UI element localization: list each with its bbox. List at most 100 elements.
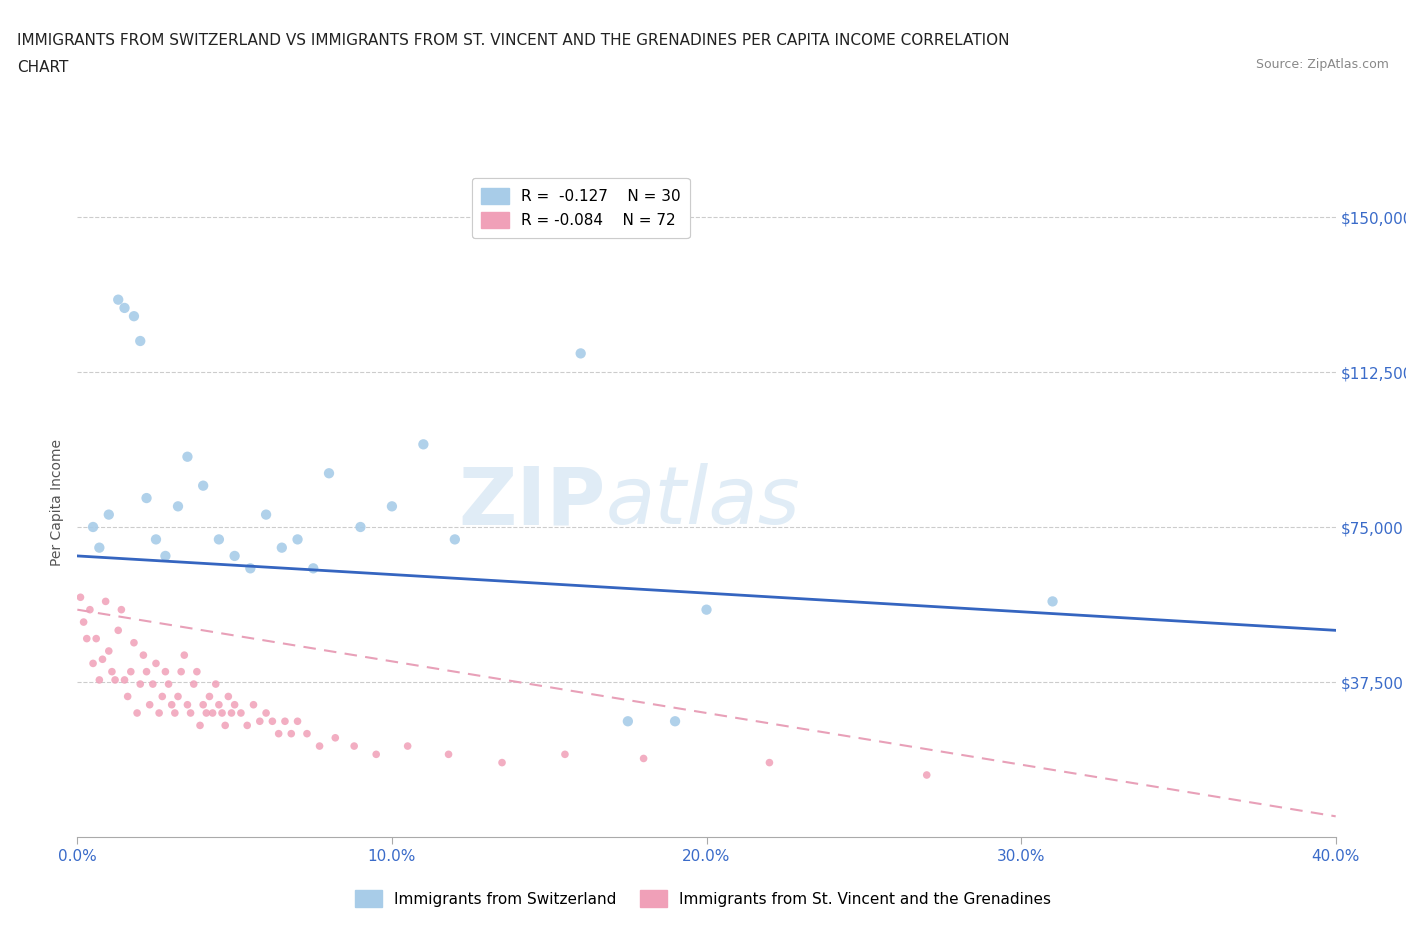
Point xyxy=(69,590,91,604)
Point xyxy=(254,507,277,522)
Point xyxy=(214,718,236,733)
Point xyxy=(167,498,190,513)
Point xyxy=(183,677,205,692)
Point xyxy=(366,747,388,762)
Point xyxy=(242,698,264,712)
Point xyxy=(173,647,195,662)
Point xyxy=(224,698,246,712)
Point xyxy=(254,706,277,721)
Point xyxy=(129,334,152,349)
Point xyxy=(262,714,284,729)
Point xyxy=(120,664,142,679)
Point xyxy=(142,677,165,692)
Point xyxy=(696,603,718,618)
Point xyxy=(229,706,252,721)
Point xyxy=(349,520,371,535)
Point xyxy=(208,698,231,712)
Text: ZIP: ZIP xyxy=(458,463,606,541)
Point xyxy=(664,714,686,729)
Point xyxy=(323,730,346,745)
Point xyxy=(554,747,576,762)
Point xyxy=(76,631,98,646)
Text: IMMIGRANTS FROM SWITZERLAND VS IMMIGRANTS FROM ST. VINCENT AND THE GRENADINES PE: IMMIGRANTS FROM SWITZERLAND VS IMMIGRANT… xyxy=(17,33,1010,47)
Point xyxy=(104,672,127,687)
Point xyxy=(138,698,160,712)
Point xyxy=(155,664,177,679)
Point xyxy=(89,540,111,555)
Point xyxy=(188,718,211,733)
Point xyxy=(287,532,309,547)
Point xyxy=(381,498,404,513)
Point xyxy=(915,767,938,782)
Point xyxy=(343,738,366,753)
Point xyxy=(157,677,180,692)
Point xyxy=(191,698,215,712)
Point xyxy=(569,346,592,361)
Point xyxy=(110,603,132,618)
Point xyxy=(114,300,136,315)
Point xyxy=(82,656,104,671)
Point xyxy=(145,656,167,671)
Point xyxy=(396,738,419,753)
Point xyxy=(79,603,101,618)
Point xyxy=(127,706,149,721)
Point xyxy=(491,755,513,770)
Point xyxy=(114,672,136,687)
Point xyxy=(107,292,129,307)
Text: CHART: CHART xyxy=(17,60,69,75)
Point xyxy=(1042,594,1064,609)
Point xyxy=(249,714,271,729)
Point xyxy=(287,714,309,729)
Legend: R =  -0.127    N = 30, R = -0.084    N = 72: R = -0.127 N = 30, R = -0.084 N = 72 xyxy=(472,179,689,238)
Point xyxy=(221,706,243,721)
Point xyxy=(633,751,655,766)
Point xyxy=(150,689,173,704)
Point xyxy=(201,706,224,721)
Point xyxy=(97,644,120,658)
Point xyxy=(145,532,167,547)
Y-axis label: Per Capita Income: Per Capita Income xyxy=(51,439,65,565)
Point xyxy=(236,718,259,733)
Text: atlas: atlas xyxy=(606,463,800,541)
Point xyxy=(302,561,325,576)
Point xyxy=(444,532,467,547)
Point xyxy=(160,698,183,712)
Point xyxy=(208,532,231,547)
Point xyxy=(617,714,640,729)
Point xyxy=(89,672,111,687)
Point xyxy=(198,689,221,704)
Point xyxy=(107,623,129,638)
Point xyxy=(211,706,233,721)
Point xyxy=(195,706,218,721)
Point xyxy=(132,647,155,662)
Point xyxy=(274,714,297,729)
Legend: Immigrants from Switzerland, Immigrants from St. Vincent and the Grenadines: Immigrants from Switzerland, Immigrants … xyxy=(349,884,1057,913)
Point xyxy=(186,664,208,679)
Point xyxy=(758,755,780,770)
Point xyxy=(163,706,186,721)
Point xyxy=(135,664,157,679)
Point xyxy=(91,652,114,667)
Point xyxy=(318,466,340,481)
Point xyxy=(135,491,157,506)
Point xyxy=(170,664,193,679)
Point xyxy=(72,615,94,630)
Point xyxy=(412,437,434,452)
Point xyxy=(204,677,226,692)
Point xyxy=(217,689,239,704)
Point xyxy=(180,706,202,721)
Point xyxy=(122,635,145,650)
Point xyxy=(117,689,139,704)
Point xyxy=(122,309,145,324)
Point xyxy=(224,549,246,564)
Text: Source: ZipAtlas.com: Source: ZipAtlas.com xyxy=(1256,58,1389,71)
Point xyxy=(84,631,107,646)
Point xyxy=(270,540,292,555)
Point xyxy=(155,549,177,564)
Point xyxy=(437,747,460,762)
Point xyxy=(280,726,302,741)
Point xyxy=(97,507,120,522)
Point xyxy=(239,561,262,576)
Point xyxy=(129,677,152,692)
Point xyxy=(267,726,290,741)
